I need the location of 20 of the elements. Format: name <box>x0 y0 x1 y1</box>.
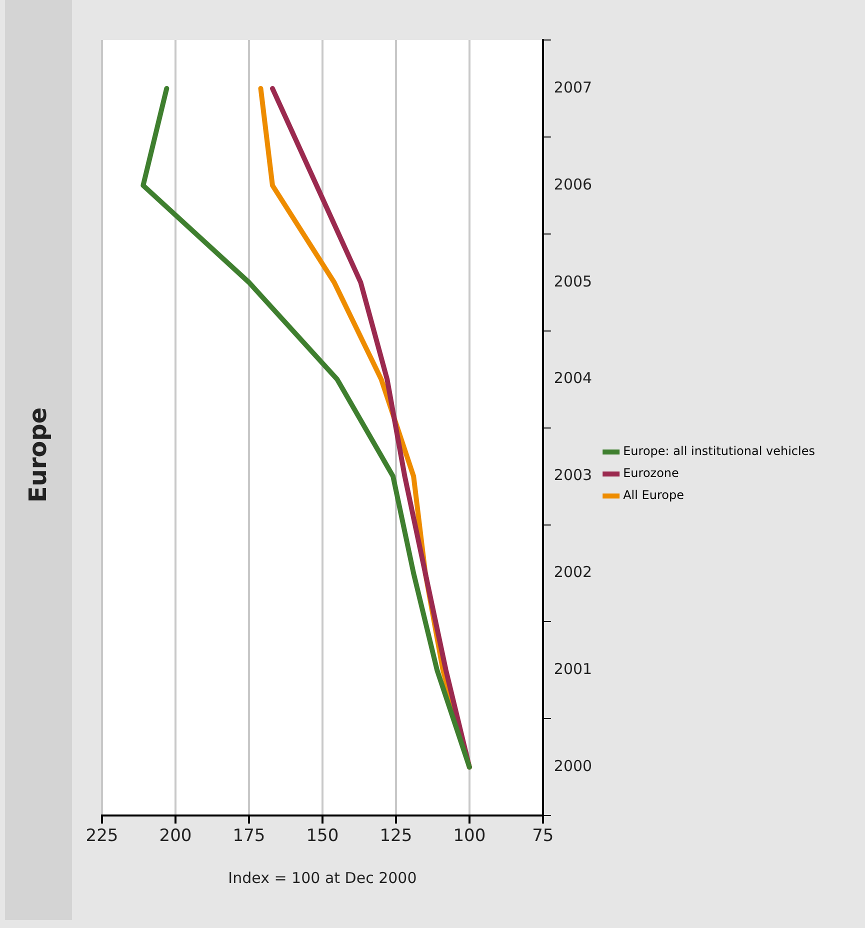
x-axis-title: Index = 100 at Dec 2000 <box>228 868 417 887</box>
x-tick-label: 225 <box>86 826 118 846</box>
y-tick-label: 2000 <box>554 757 592 776</box>
y-tick-label: 2004 <box>554 369 592 388</box>
y-tick-label: 2002 <box>554 563 592 582</box>
y-tick-label: 2003 <box>554 466 592 484</box>
y-tick-label: 2006 <box>554 175 592 194</box>
x-tick-label: 200 <box>159 826 192 846</box>
x-tick-label: 175 <box>232 826 266 846</box>
y-tick-label: 2007 <box>554 78 592 96</box>
x-tick-label: 125 <box>380 826 412 846</box>
x-tick-label: 150 <box>306 826 339 846</box>
x-tick-label: 100 <box>453 826 486 846</box>
legend-label: Europe: all institutional vehicles <box>623 444 816 458</box>
y-tick-label: 2005 <box>554 272 592 290</box>
legend-label: Eurozone <box>623 466 679 480</box>
legend-label: All Europe <box>623 488 684 502</box>
x-tick-label: 75 <box>532 826 554 846</box>
y-tick-label: 2001 <box>554 660 592 678</box>
text: Europe <box>24 407 52 503</box>
